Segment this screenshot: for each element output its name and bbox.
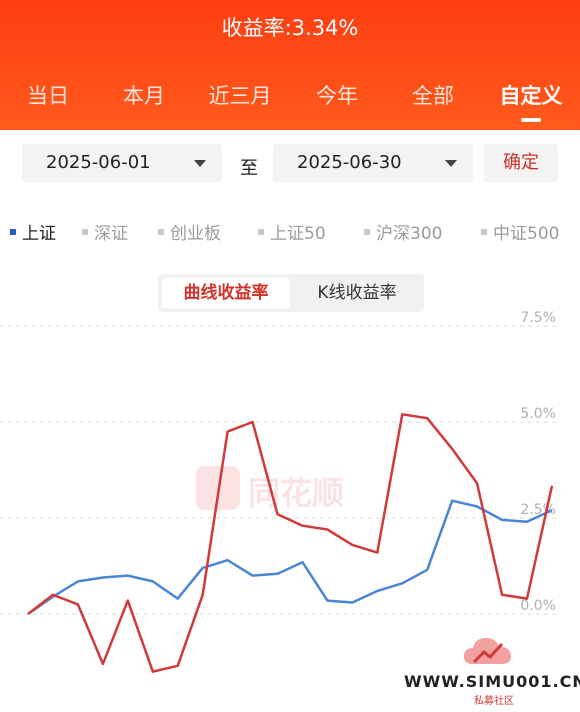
return-rate-value: 3.34% xyxy=(291,16,359,40)
series-line-red xyxy=(27,413,554,673)
index-selector: 上证 深证 创业板 上证50 沪深300 中证500 xyxy=(0,219,580,244)
index-option-sse50[interactable]: 上证50 xyxy=(258,219,326,244)
legend-marker xyxy=(82,229,88,235)
active-tab-indicator xyxy=(521,118,541,122)
index-option-csi500[interactable]: 中证500 xyxy=(481,219,559,244)
y-tick-label: 5.0% xyxy=(520,406,556,422)
confirm-button[interactable]: 确定 xyxy=(484,144,558,182)
site-url: WWW.SIMU001.CN xyxy=(404,672,580,691)
tab-this-year[interactable]: 今年 xyxy=(316,84,358,108)
site-subtitle: 私募社区 xyxy=(474,696,514,707)
y-tick-label: 7.5% xyxy=(520,310,556,326)
legend-marker xyxy=(481,229,487,235)
watermark-brand: 同花顺 xyxy=(248,474,345,512)
header-bar: 收益率:3.34% 当日 本月 近三月 今年 全部 自定义 xyxy=(0,0,580,130)
legend-marker xyxy=(158,229,164,235)
index-label: 上证 xyxy=(22,224,56,244)
index-label: 创业板 xyxy=(170,224,221,244)
chart-mode-toggle: 曲线收益率 K线收益率 xyxy=(158,274,424,312)
watermark: 同花顺 xyxy=(196,466,356,512)
index-option-shenzhen[interactable]: 深证 xyxy=(82,219,128,244)
tab-last-three-months[interactable]: 近三月 xyxy=(208,84,272,108)
index-option-chinext[interactable]: 创业板 xyxy=(158,219,221,244)
curve-return-option[interactable]: 曲线收益率 xyxy=(162,278,290,308)
tab-today[interactable]: 当日 xyxy=(27,84,69,108)
return-rate-title: 收益率:3.34% xyxy=(0,12,580,42)
start-date-value: 2025-06-01 xyxy=(46,152,151,173)
legend-marker xyxy=(10,229,16,235)
start-date-select[interactable]: 2025-06-01 xyxy=(22,144,222,182)
y-tick-label: 0.0% xyxy=(520,598,556,614)
chevron-down-icon xyxy=(194,160,206,167)
kline-return-option[interactable]: K线收益率 xyxy=(317,283,397,303)
chevron-down-icon xyxy=(445,160,457,167)
date-range-separator: 至 xyxy=(240,158,258,179)
index-label: 沪深300 xyxy=(376,224,443,244)
legend-marker xyxy=(258,229,264,235)
index-label: 深证 xyxy=(94,224,128,244)
tab-custom[interactable]: 自定义 xyxy=(499,84,563,108)
index-label: 中证500 xyxy=(493,224,560,244)
series-line-blue xyxy=(27,499,553,616)
index-label: 上证50 xyxy=(270,224,326,244)
index-option-csi300[interactable]: 沪深300 xyxy=(364,219,442,244)
period-tabs: 当日 本月 近三月 今年 全部 自定义 xyxy=(0,80,580,116)
tab-all[interactable]: 全部 xyxy=(412,84,454,108)
legend-marker xyxy=(364,229,370,235)
return-chart: 7.5%5.0%2.5%0.0% xyxy=(0,310,560,673)
index-option-shanghai[interactable]: 上证 xyxy=(10,219,56,244)
end-date-value: 2025-06-30 xyxy=(297,152,402,173)
tab-this-month[interactable]: 本月 xyxy=(123,84,165,108)
site-badge: WWW.SIMU001.CN 私募社区 xyxy=(400,628,580,712)
end-date-select[interactable]: 2025-06-30 xyxy=(273,144,473,182)
cloud-logo-icon xyxy=(464,638,511,664)
return-rate-label: 收益率: xyxy=(221,16,292,40)
